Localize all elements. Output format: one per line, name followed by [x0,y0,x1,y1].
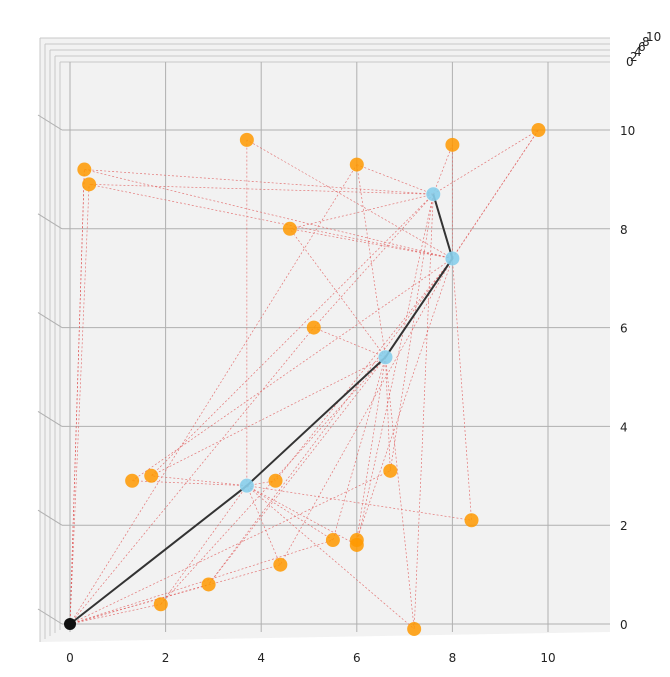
y-grid-stub [37,410,63,427]
target-point [153,597,168,612]
x-tick-label: 4 [257,651,265,665]
edge-line [289,228,453,259]
data-points [64,123,546,636]
path-point [445,251,460,266]
edge-line [385,357,415,629]
y-tick-label: 6 [620,322,628,336]
z-tick-label: 4 [634,45,642,59]
x-tick-label: 8 [449,651,457,665]
edge-line [69,564,281,625]
edge-line [289,193,434,230]
edge-line [356,357,386,541]
z-tick-label: 2 [630,50,638,64]
edge-line [433,129,539,195]
back-pane [40,38,610,642]
x-tick-label: 2 [162,651,170,665]
x-tick-label: 10 [540,651,555,665]
target-point [407,621,422,636]
y-grid-stub [37,114,63,131]
edge-line [246,485,472,521]
edge-line [356,164,386,358]
edge-line [246,139,453,259]
edge-line [84,169,453,259]
edge-line [246,485,357,546]
target-point [464,513,479,528]
z-tick-label: 8 [642,35,650,49]
edge-line [131,258,453,482]
edge-line [132,480,247,487]
target-point [239,132,254,147]
edge-line [246,485,334,541]
target-point [282,221,297,236]
path-point [426,187,441,202]
z-tick-label: 10 [646,30,661,44]
z-tick-label: 0 [626,55,634,69]
y-grid-stub [37,213,63,230]
edge-line [280,258,453,565]
path-point [239,478,254,493]
z-tick-label: 6 [638,40,646,54]
target-point [445,137,460,152]
pane-background [40,38,610,642]
x-tick-label: 6 [353,651,361,665]
target-point [531,123,546,137]
y-tick-label: 2 [620,519,628,533]
edge-line [69,184,90,625]
target-point [383,463,398,478]
x-tick-label: 0 [66,651,74,665]
target-point [349,157,364,172]
y-grid-stub [37,312,63,329]
edge-line [89,183,453,259]
edge-line [289,228,386,358]
target-point [325,533,340,548]
target-point [201,577,216,592]
edge-line [356,164,434,195]
target-point [273,557,288,572]
edge-line [151,475,247,487]
target-point [349,537,364,552]
edge-line [313,327,386,358]
target-point [77,162,92,177]
y-grid-stub [37,608,63,625]
edge-line [69,603,161,625]
y-grid-stub [37,509,63,526]
target-point [306,320,321,335]
target-point [125,473,140,488]
edge-line [69,539,334,625]
edge-line [356,258,453,541]
y-tick-label: 8 [620,223,628,237]
connection-edges [69,129,539,630]
target-point [144,468,159,483]
y-tick-label: 0 [620,618,628,632]
edge-line [452,129,539,259]
target-point [268,473,283,488]
edge-line [160,485,248,605]
y-tick-label: 10 [620,124,635,138]
target-point [82,177,97,192]
path-point [378,350,393,365]
edge-line [275,258,453,481]
edge-line [432,144,453,195]
edge-line [385,357,391,471]
edge-line [313,193,434,328]
edge-line [69,470,391,625]
edge-line [413,194,434,629]
edge-line [389,194,434,471]
edge-line [246,485,415,630]
start-point [64,618,76,630]
y-tick-label: 4 [620,420,628,434]
edge-line [89,183,434,195]
edge-line [151,193,434,477]
